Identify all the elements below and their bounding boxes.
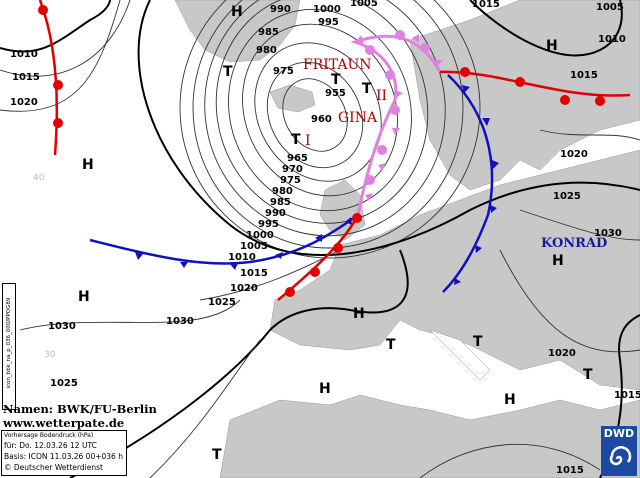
land-masses <box>174 0 640 478</box>
system-names: FRITAUN GINA I II KONRAD <box>303 57 607 251</box>
isobar-label: 960 <box>311 114 332 125</box>
isobar-label: 1030 <box>48 321 76 332</box>
isobar-label: 1000 <box>313 4 341 15</box>
isobar-label: 1015 <box>614 390 640 401</box>
fronts <box>38 0 631 301</box>
isobar-label: 1015 <box>472 0 500 10</box>
iceland <box>269 84 316 113</box>
isobar-label: 1010 <box>598 34 626 45</box>
latitude-label: 30 <box>44 350 56 360</box>
isobar-label: 1030 <box>594 228 622 239</box>
high-center: H <box>82 157 94 173</box>
isobar-label: 1015 <box>240 268 268 279</box>
high-center: H <box>231 4 243 20</box>
isobar-label: 1020 <box>10 97 38 108</box>
high-center: H <box>78 289 90 305</box>
high-center: H <box>546 38 558 54</box>
isobar-label: 975 <box>280 175 301 186</box>
low-center: T <box>223 64 233 80</box>
isobar-label: 1010 <box>10 49 38 60</box>
info-valid-time: für: Do. 12.03.26 12 UTC <box>4 441 97 450</box>
info-basis: Basis: ICON 11.03.26 00+036 h <box>4 452 123 461</box>
info-title: Vorhersage Bodendruck (hPa) <box>4 432 94 439</box>
isobar-label: 955 <box>325 88 346 99</box>
isobar-label: 1030 <box>166 316 194 327</box>
isobar-label: 985 <box>270 197 291 208</box>
isobar-label: 975 <box>273 66 294 77</box>
isobar-label: 1020 <box>560 149 588 160</box>
isobar-label: 1010 <box>228 252 256 263</box>
pressure-centers: H H T T T T H H H H T T T H H T <box>78 4 593 463</box>
high-center: H <box>353 306 365 322</box>
isobar-label: 990 <box>265 208 286 219</box>
product-code: icon_bbk_na_p_036_000/PPOG89 <box>6 297 12 389</box>
isobar-label: 1005 <box>240 241 268 252</box>
gina-center-label: II <box>376 88 387 104</box>
isobar-label: 1015 <box>12 72 40 83</box>
isobar-label: 990 <box>270 4 291 15</box>
isobar-label: 995 <box>258 219 279 230</box>
website-link[interactable]: www.wetterpate.de <box>3 416 125 430</box>
africa <box>219 394 640 478</box>
isobar-label: 970 <box>282 164 303 175</box>
cold-front-west <box>89 213 359 265</box>
high-center: H <box>319 381 331 397</box>
credit: Namen: BWK/FU-Berlin www.wetterpate.de <box>3 402 157 430</box>
system-name-gina: GINA <box>338 110 378 126</box>
isobar-labels: 990 1000 1005 995 985 980 975 955 960 96… <box>10 0 640 476</box>
latitude-label: 40 <box>33 173 45 183</box>
dwd-logo-text: DWD <box>603 427 635 440</box>
high-center: H <box>552 253 564 269</box>
isobar-label: 1025 <box>553 191 581 202</box>
low-center: T <box>291 132 301 148</box>
cold-front-east <box>442 74 494 293</box>
low-center: T <box>473 334 483 350</box>
isobar-label: 1015 <box>556 465 584 476</box>
low-center: T <box>362 81 372 97</box>
isobar-label: 965 <box>287 153 308 164</box>
isobar-label: 1000 <box>246 230 274 241</box>
isobar-label: 1025 <box>208 297 236 308</box>
product-code-box: icon_bbk_na_p_036_000/PPOG89 <box>2 283 16 410</box>
isobar-label: 1015 <box>570 70 598 81</box>
isobar-label: 995 <box>318 17 339 28</box>
system-name-fritaun: FRITAUN <box>303 57 372 73</box>
isobar-label: 1025 <box>50 378 78 389</box>
isobar-label: 980 <box>272 186 293 197</box>
isobar-label: 1005 <box>596 2 624 13</box>
low-center: T <box>331 72 341 88</box>
high-center: H <box>504 392 516 408</box>
front-west <box>38 0 59 156</box>
gina-center-label: I <box>305 133 311 149</box>
dwd-logo: DWD <box>601 426 637 476</box>
isobar-label: 1020 <box>230 283 258 294</box>
isobar-label: 985 <box>258 27 279 38</box>
low-center: T <box>386 337 396 353</box>
isobar-label: 1005 <box>350 0 378 9</box>
info-box: Vorhersage Bodendruck (hPa) für: Do. 12.… <box>1 430 127 476</box>
low-center: T <box>212 447 222 463</box>
low-center: T <box>583 367 593 383</box>
system-name-konrad: KONRAD <box>541 236 607 251</box>
spiral-icon <box>609 446 632 466</box>
isobar-label: 980 <box>256 45 277 56</box>
isobar-label: 1020 <box>548 348 576 359</box>
names-credit: Namen: BWK/FU-Berlin <box>3 402 157 416</box>
info-copyright: © Deutscher Wetterdienst <box>4 463 103 472</box>
italy <box>429 329 491 381</box>
